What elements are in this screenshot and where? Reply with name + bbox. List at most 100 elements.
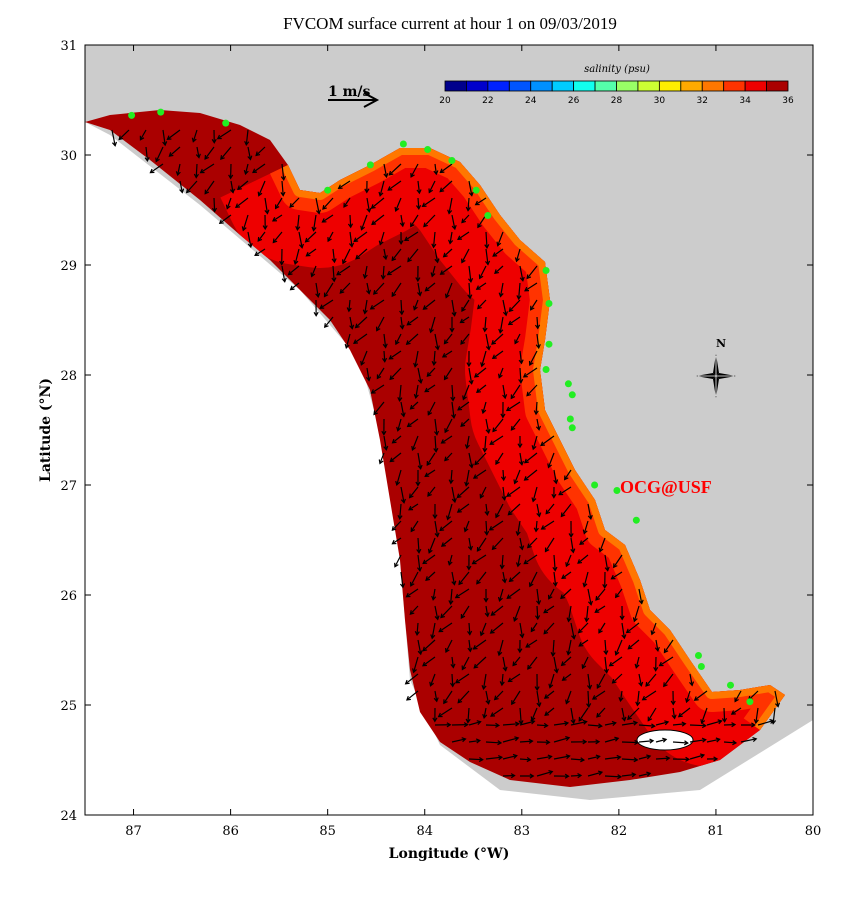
colorbar-swatch bbox=[444, 80, 467, 92]
current-vector-arrow bbox=[757, 718, 775, 726]
current-vector-arrow bbox=[604, 554, 610, 572]
current-vector-arrow bbox=[475, 384, 487, 393]
current-vector-arrow bbox=[518, 707, 524, 726]
station-marker bbox=[366, 161, 374, 169]
current-vector-arrow bbox=[490, 605, 504, 616]
current-vector-arrow bbox=[570, 622, 577, 640]
current-vector-arrow bbox=[257, 231, 266, 242]
current-vector-arrow bbox=[274, 197, 283, 210]
current-vector-arrow bbox=[433, 690, 439, 703]
current-vector-arrow bbox=[500, 401, 506, 419]
current-vector-arrow bbox=[552, 571, 558, 587]
current-vector-arrow bbox=[582, 571, 589, 588]
current-vector-arrow bbox=[451, 299, 457, 317]
current-vector-arrow bbox=[426, 367, 436, 378]
current-vector-arrow bbox=[464, 469, 470, 487]
current-vector-arrow bbox=[319, 299, 334, 309]
current-vector-arrow bbox=[344, 333, 351, 350]
station-marker bbox=[746, 698, 754, 706]
current-vector-arrow bbox=[536, 754, 553, 760]
current-vector-arrow bbox=[315, 197, 322, 215]
current-vector-arrow bbox=[570, 757, 586, 763]
watermark-ocg-usf: OCG@USF bbox=[620, 477, 712, 497]
current-vector-arrow bbox=[533, 520, 539, 533]
current-vector-arrow bbox=[254, 248, 266, 256]
station-marker bbox=[472, 186, 480, 194]
current-vector-arrow bbox=[443, 333, 453, 345]
current-vector-arrow bbox=[523, 554, 538, 565]
current-vector-arrow bbox=[638, 771, 652, 777]
current-vector-arrow bbox=[155, 146, 164, 163]
current-vector-arrow bbox=[399, 214, 405, 228]
current-vector-arrow bbox=[582, 520, 589, 535]
colorbar-swatch bbox=[680, 80, 703, 92]
current-vector-arrow bbox=[498, 316, 504, 334]
current-vector-arrow bbox=[482, 707, 488, 720]
current-vector-arrow bbox=[632, 605, 640, 623]
current-vector-arrow bbox=[468, 367, 474, 385]
current-vector-arrow bbox=[446, 503, 453, 521]
colorbar-swatch bbox=[701, 80, 725, 92]
current-vector-arrow bbox=[570, 739, 588, 745]
current-vector-arrow bbox=[625, 622, 640, 634]
current-vector-arrow bbox=[570, 537, 576, 554]
current-vector-arrow bbox=[397, 384, 403, 402]
current-vector-arrow bbox=[638, 723, 656, 729]
current-vector-arrow bbox=[535, 418, 542, 431]
current-vector-arrow bbox=[488, 520, 504, 531]
current-vector-arrow bbox=[228, 163, 234, 180]
current-vector-arrow bbox=[391, 248, 402, 262]
current-vector-arrow bbox=[653, 656, 659, 672]
current-vector-arrow bbox=[734, 690, 742, 703]
current-vector-arrow bbox=[560, 656, 572, 667]
current-vector-arrow bbox=[465, 197, 471, 212]
current-vector-arrow bbox=[544, 707, 555, 716]
current-vector-arrow bbox=[536, 588, 542, 606]
current-vector-arrow bbox=[534, 316, 541, 330]
station-marker bbox=[448, 157, 456, 164]
current-vector-arrow bbox=[578, 707, 589, 722]
current-vector-arrow bbox=[476, 537, 487, 552]
colorbar-tick-label: 20 bbox=[439, 96, 451, 106]
current-vector-arrow bbox=[523, 469, 538, 481]
salinity-colorbar: salinity (psu) 20 22 24 26 28 30 32 34 36 bbox=[439, 64, 794, 106]
current-vector-arrow bbox=[355, 248, 368, 260]
current-vector-arrow bbox=[485, 722, 501, 728]
current-vector-arrow bbox=[383, 435, 389, 451]
current-vector-arrow bbox=[654, 639, 660, 652]
current-vector-arrow bbox=[460, 333, 470, 345]
y-tick-label: 29 bbox=[60, 259, 77, 274]
current-vector-arrow bbox=[193, 163, 199, 179]
current-vector-arrow bbox=[510, 384, 521, 400]
current-vector-arrow bbox=[220, 146, 232, 160]
colorbar-tick-label: 30 bbox=[654, 96, 666, 106]
current-vector-arrow bbox=[166, 129, 181, 141]
current-vector-arrow bbox=[611, 673, 623, 684]
current-vector-arrow bbox=[443, 367, 453, 381]
current-vector-arrow bbox=[553, 773, 570, 779]
current-vector-arrow bbox=[540, 520, 555, 530]
current-vector-arrow bbox=[514, 248, 521, 263]
current-vector-arrow bbox=[362, 299, 368, 315]
current-vector-arrow bbox=[304, 231, 317, 243]
current-vector-arrow bbox=[225, 197, 232, 210]
current-vector-arrow bbox=[586, 690, 592, 709]
current-vector-arrow bbox=[336, 265, 351, 276]
current-vector-arrow bbox=[424, 469, 436, 477]
current-vector-arrow bbox=[481, 673, 487, 691]
colorbar-tick-label: 34 bbox=[739, 96, 751, 106]
current-vector-arrow bbox=[492, 418, 504, 433]
current-vector-arrow bbox=[399, 299, 405, 316]
current-vector-arrow bbox=[360, 214, 368, 231]
current-vector-arrow bbox=[347, 214, 354, 229]
y-tick-label: 31 bbox=[60, 39, 77, 54]
current-vector-arrow bbox=[398, 231, 404, 245]
current-vector-arrow bbox=[394, 197, 402, 212]
current-vector-arrow bbox=[508, 299, 521, 313]
station-marker bbox=[542, 267, 550, 274]
current-vector-arrow bbox=[433, 163, 439, 176]
x-tick-label: 87 bbox=[125, 824, 142, 839]
current-vector-arrow bbox=[587, 588, 594, 606]
current-vector-arrow bbox=[621, 622, 627, 640]
